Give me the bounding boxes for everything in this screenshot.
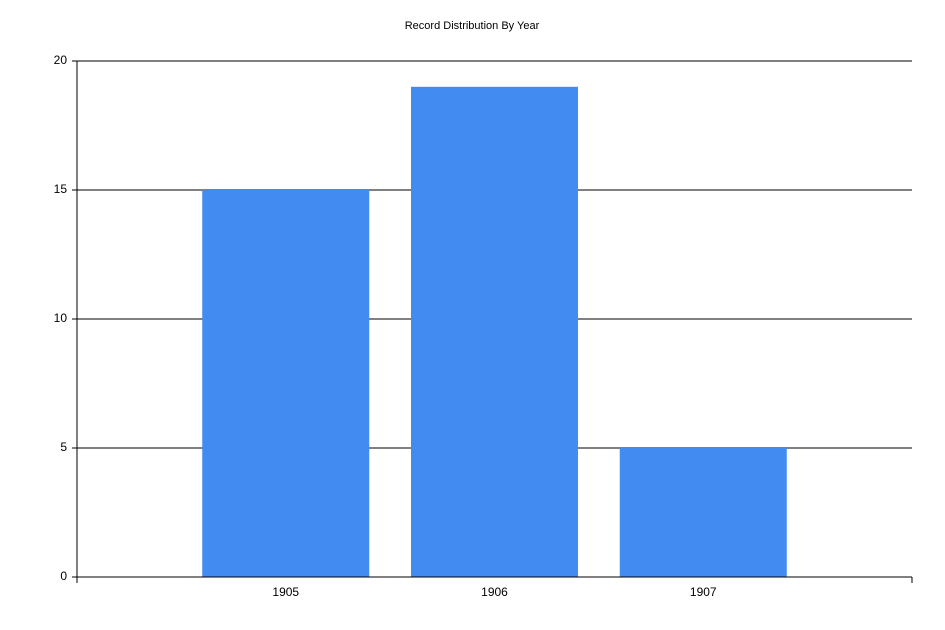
x-tick-label: 1907 (690, 585, 717, 599)
x-tick-label: 1906 (481, 585, 508, 599)
chart-title: Record Distribution By Year (405, 20, 540, 32)
y-tick-label: 0 (60, 569, 67, 583)
bar (411, 86, 578, 578)
y-tick-label: 20 (54, 53, 68, 67)
bar (619, 448, 787, 577)
y-tick-label: 10 (54, 311, 68, 325)
bar (202, 190, 370, 577)
x-tick-label: 1905 (272, 585, 299, 599)
y-tick-label: 5 (60, 440, 67, 454)
y-tick-label: 15 (54, 182, 68, 196)
